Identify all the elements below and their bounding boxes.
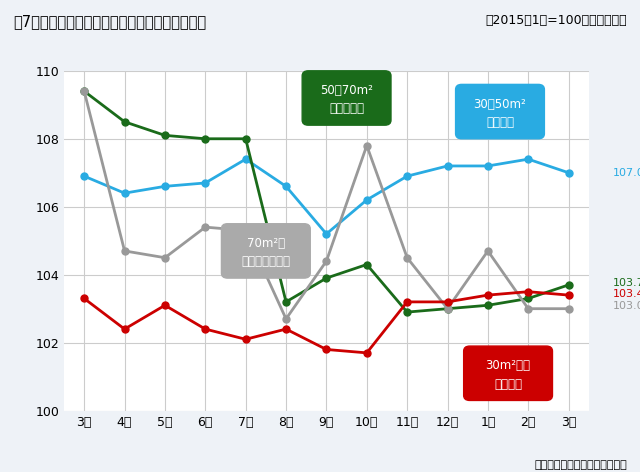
Text: 103.0: 103.0 (613, 301, 640, 311)
Text: 50～70m²: 50～70m² (320, 84, 373, 97)
Text: 103.7: 103.7 (613, 278, 640, 288)
FancyBboxPatch shape (463, 346, 552, 400)
Text: 103.4: 103.4 (613, 289, 640, 299)
Text: シングル: シングル (494, 378, 522, 391)
Text: ファミリー: ファミリー (329, 102, 364, 115)
Text: （2015年1月=100としたもの）: （2015年1月=100としたもの） (486, 14, 627, 27)
Text: カップル: カップル (486, 116, 514, 129)
Text: 大型ファミリー: 大型ファミリー (241, 255, 291, 268)
FancyBboxPatch shape (221, 224, 310, 278)
FancyBboxPatch shape (302, 71, 391, 125)
Text: 図7：【大阪市】マンション平均家賃指数の推移: 図7：【大阪市】マンション平均家賃指数の推移 (13, 14, 206, 29)
Text: 107.0: 107.0 (613, 168, 640, 178)
Text: 30～50m²: 30～50m² (474, 98, 526, 110)
FancyBboxPatch shape (456, 84, 545, 139)
Text: 70m²超: 70m²超 (247, 237, 285, 250)
Text: 30m²以下: 30m²以下 (486, 359, 531, 372)
Text: 出典：（株）アットホーム調べ: 出典：（株）アットホーム調べ (534, 460, 627, 470)
